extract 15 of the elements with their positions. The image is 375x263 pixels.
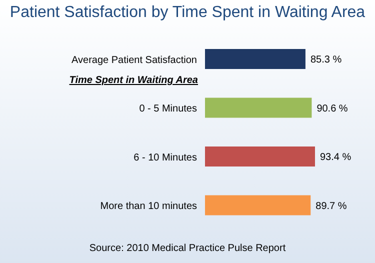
- chart-title: Patient Satisfaction by Time Spent in Waiting Area: [8, 4, 366, 22]
- y-tick-label: More than 10 minutes: [100, 201, 197, 212]
- bar: [205, 146, 315, 166]
- y-tick-label: 0 - 5 Minutes: [139, 104, 197, 115]
- text: Time Spent in Waiting Area: [68, 75, 198, 86]
- y-tick-label: 6 - 10 Minutes: [134, 152, 197, 164]
- y-tick-label: Average Patient Satisfaction: [72, 54, 197, 66]
- source-note: Source: 2010 Medical Practice Pulse Report: [88, 243, 287, 254]
- data-label: 89.7 %: [316, 200, 347, 212]
- bar: [205, 98, 312, 118]
- data-label: 85.3 %: [310, 54, 342, 66]
- data-label: 90.6 %: [316, 103, 348, 114]
- data-label: 93.4 %: [320, 152, 352, 164]
- bar: [205, 195, 311, 216]
- bar: [205, 49, 306, 69]
